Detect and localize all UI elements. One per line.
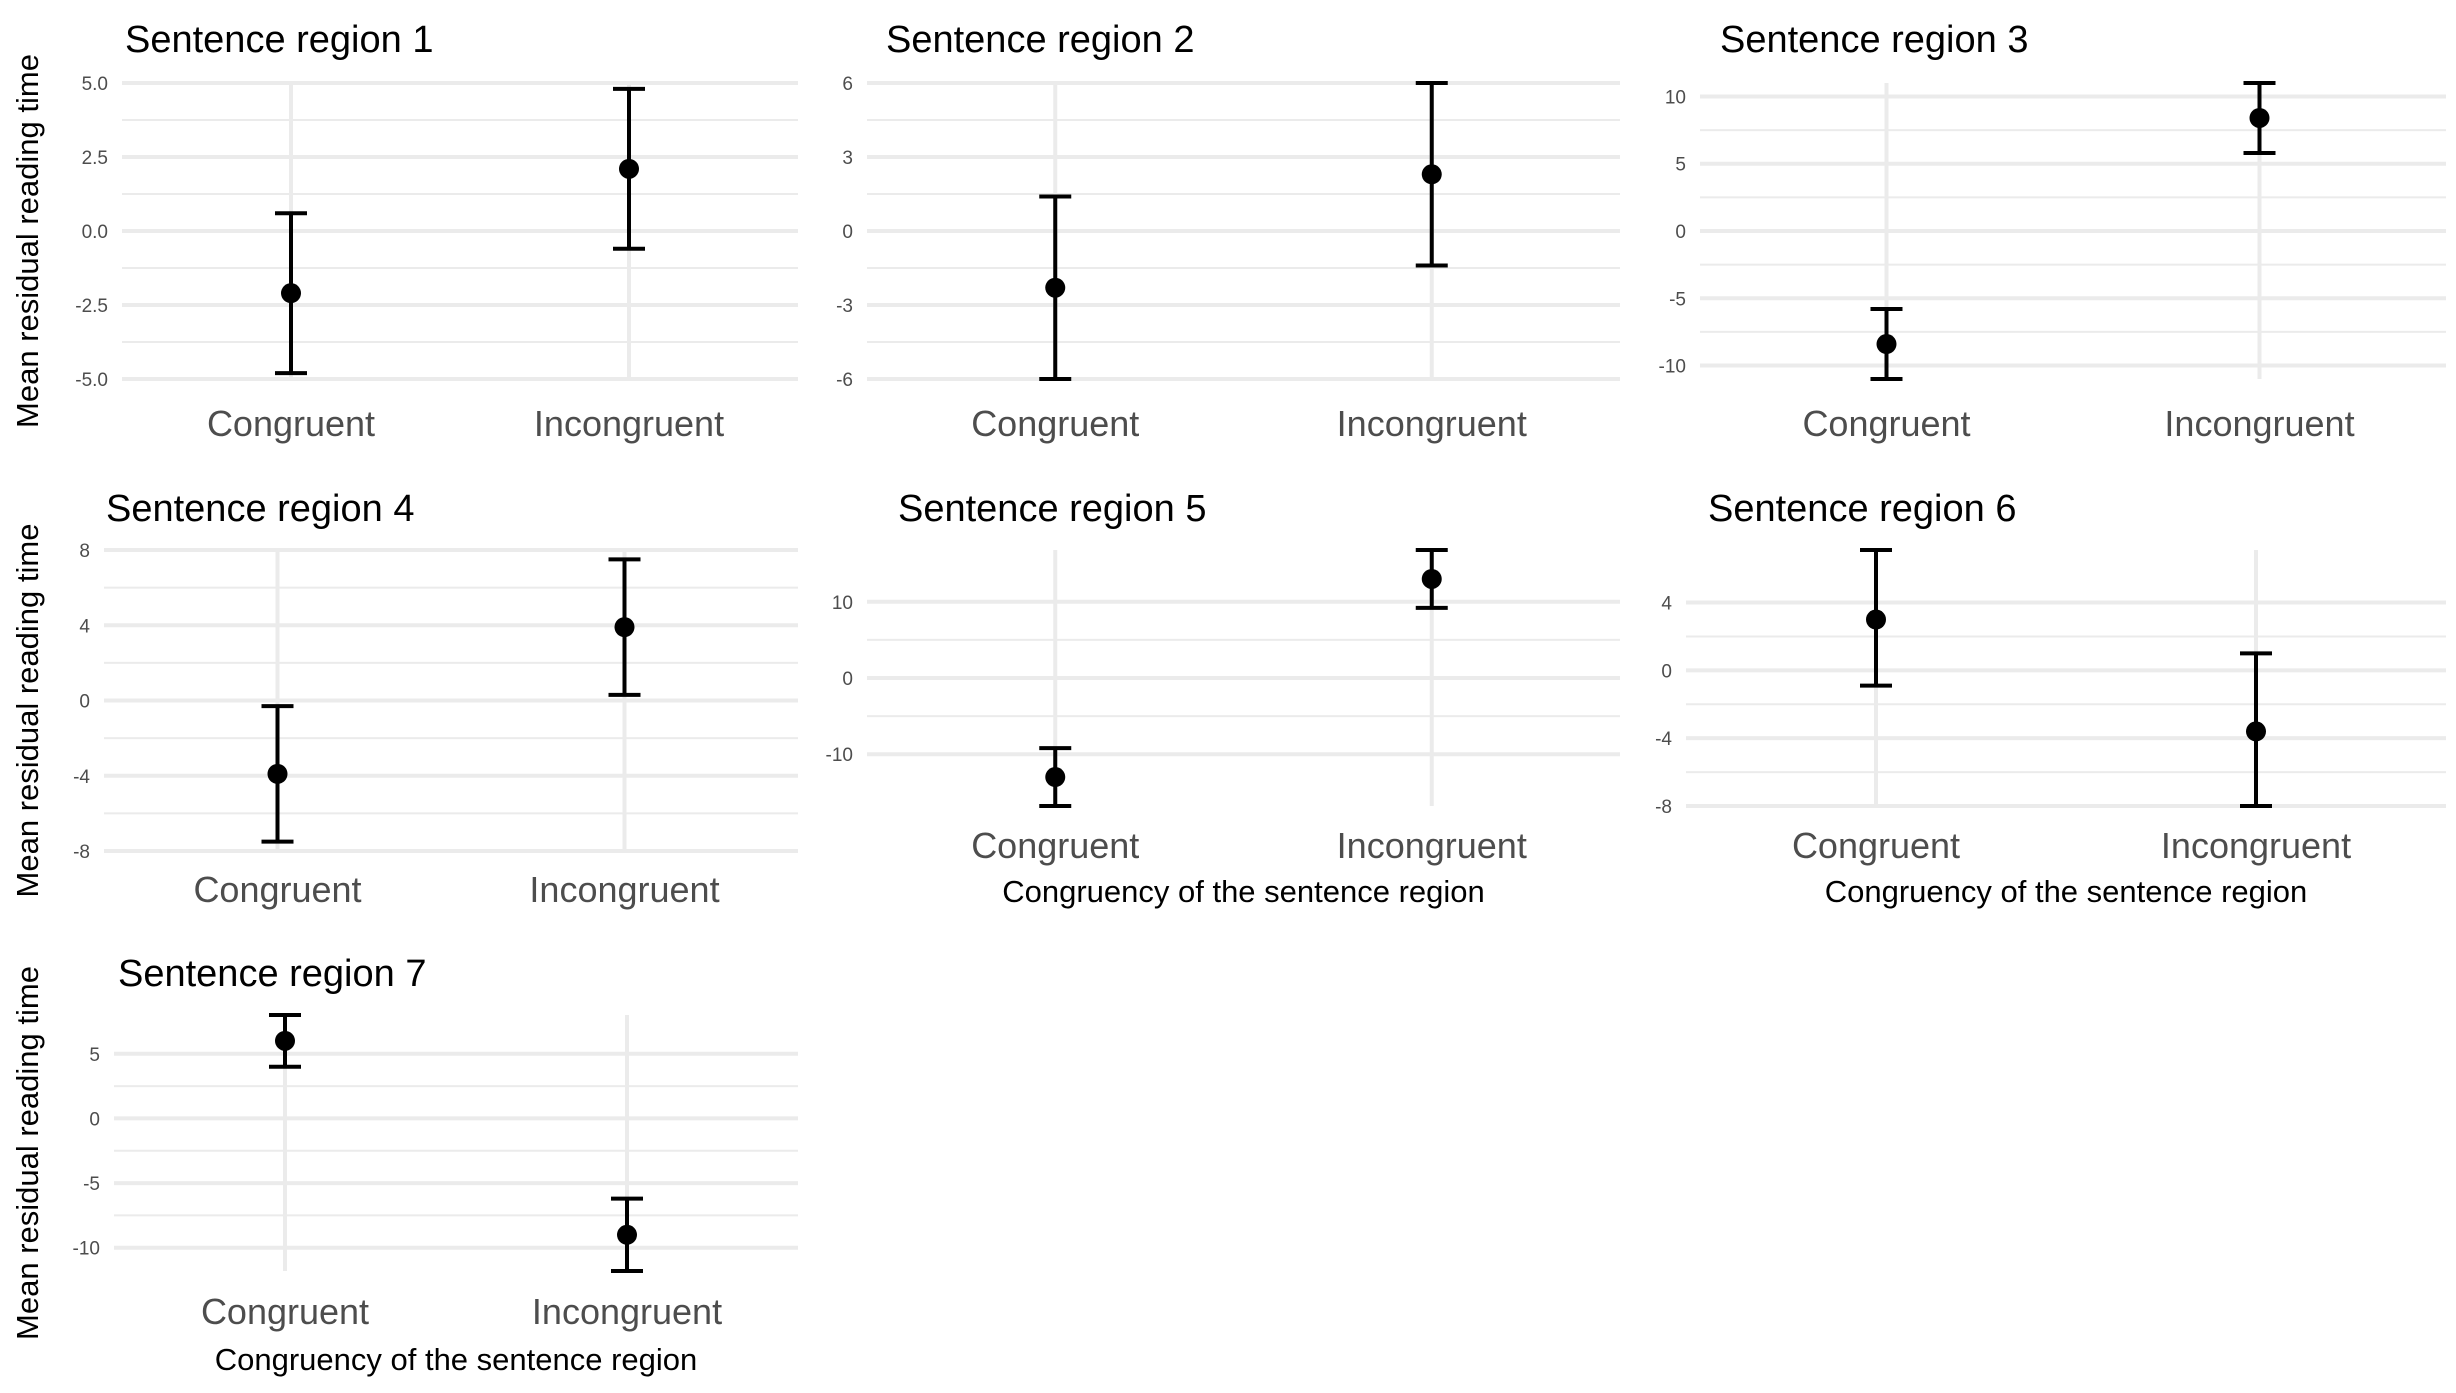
panel-6: -8 -4 0 4 Congruent Incongruent Sentence regio… xyxy=(1655,488,2446,909)
y-tick-label: 4 xyxy=(1661,594,1672,615)
x-tick-label: Congruent xyxy=(207,403,375,444)
x-axis-title: Congruency of the sentence region xyxy=(1825,874,2308,909)
mean-point-incongruent xyxy=(1421,164,1442,185)
mean-point-congruent xyxy=(1045,767,1066,788)
panel-title: Sentence region 6 xyxy=(1708,488,2016,530)
panel-4: -8 -4 0 4 8 Congruent Incongruent Sentence regi… xyxy=(10,488,798,910)
y-tick-label: 0 xyxy=(1661,661,1672,682)
mean-point-incongruent xyxy=(1421,568,1442,589)
y-tick-label: -8 xyxy=(1655,797,1672,818)
panel-title: Sentence region 5 xyxy=(898,488,1206,530)
x-tick-label: Incongruent xyxy=(1337,403,1527,444)
mean-point-congruent xyxy=(267,763,288,784)
x-tick-label: Incongruent xyxy=(1337,825,1527,866)
panel-2: -6 -3 0 3 6 Congruent Incongruent Sentence regi… xyxy=(836,19,1620,444)
y-tick-label: 6 xyxy=(842,74,853,95)
mean-point-incongruent xyxy=(2246,721,2266,742)
y-tick-label: -3 xyxy=(836,296,853,317)
mean-point-incongruent xyxy=(2249,107,2270,128)
y-tick-label: -8 xyxy=(73,842,90,863)
y-tick-label: 3 xyxy=(842,148,853,169)
y-axis-title: Mean residual reading time xyxy=(10,966,45,1340)
y-tick-label: 5 xyxy=(89,1045,100,1066)
panel-title: Sentence region 7 xyxy=(118,953,426,995)
y-tick-label: -6 xyxy=(836,370,853,391)
y-tick-label: -2.5 xyxy=(75,296,108,317)
panel-1: -5.0 -2.5 0.0 2.5 5.0 Congruent Incongruent Sen… xyxy=(10,19,798,444)
panel-title: Sentence region 1 xyxy=(125,19,433,61)
x-tick-label: Incongruent xyxy=(529,869,719,910)
y-tick-label: 0 xyxy=(842,669,853,690)
y-tick-label: -4 xyxy=(73,767,90,788)
y-tick-label: 0 xyxy=(79,692,90,713)
y-tick-label: -5 xyxy=(1669,289,1686,310)
y-tick-label: 5.0 xyxy=(82,74,108,95)
x-tick-label: Congruent xyxy=(971,825,1139,866)
y-tick-label: 0 xyxy=(842,222,853,243)
x-tick-label: Incongruent xyxy=(2161,825,2351,866)
panel-title: Sentence region 2 xyxy=(886,19,1194,61)
x-tick-label: Congruent xyxy=(971,403,1139,444)
mean-point-congruent xyxy=(1045,277,1066,298)
panel-title: Sentence region 4 xyxy=(106,488,414,530)
x-tick-label: Incongruent xyxy=(534,403,724,444)
x-tick-label: Congruent xyxy=(201,1291,369,1332)
y-tick-label: 10 xyxy=(832,593,853,614)
y-tick-label: 10 xyxy=(1665,87,1686,108)
y-axis-title: Mean residual reading time xyxy=(10,524,45,898)
y-tick-label: -10 xyxy=(1659,357,1686,378)
x-tick-label: Congruent xyxy=(1792,825,1960,866)
x-tick-label: Incongruent xyxy=(2164,403,2354,444)
panel-title: Sentence region 3 xyxy=(1720,19,2028,61)
y-tick-label: 0 xyxy=(89,1109,100,1130)
mean-point-incongruent xyxy=(619,158,639,179)
mean-point-congruent xyxy=(1876,334,1897,355)
y-tick-label: -10 xyxy=(73,1239,100,1260)
x-tick-label: Incongruent xyxy=(532,1291,722,1332)
y-tick-label: -5.0 xyxy=(75,370,108,391)
y-tick-label: 8 xyxy=(79,541,90,562)
mean-point-congruent xyxy=(281,283,301,304)
y-tick-label: -5 xyxy=(83,1174,100,1195)
panel-5: -10 0 10 Congruent Incongruent Sentence regio… xyxy=(826,488,1620,909)
x-tick-label: Congruent xyxy=(1802,403,1970,444)
y-tick-label: 2.5 xyxy=(82,148,108,169)
mean-point-incongruent xyxy=(614,617,635,638)
x-tick-label: Congruent xyxy=(193,869,361,910)
y-tick-label: 5 xyxy=(1675,155,1686,176)
mean-point-congruent xyxy=(1866,609,1886,630)
y-tick-label: 4 xyxy=(79,616,90,637)
x-axis-title: Congruency of the sentence region xyxy=(215,1342,698,1377)
panel-7: -10 -5 0 5 Congruent Incongruent Sentence regi… xyxy=(10,953,798,1377)
panel-3: -10 -5 0 5 10 Congruent Incongruent Sentence re… xyxy=(1659,19,2446,444)
y-tick-label: -10 xyxy=(826,745,853,766)
x-axis-title: Congruency of the sentence region xyxy=(1002,874,1485,909)
y-tick-label: 0.0 xyxy=(82,222,108,243)
mean-point-incongruent xyxy=(617,1224,637,1245)
mean-point-congruent xyxy=(275,1030,295,1051)
y-axis-title: Mean residual reading time xyxy=(10,54,45,428)
y-tick-label: -4 xyxy=(1655,729,1672,750)
y-tick-label: 0 xyxy=(1675,222,1686,243)
